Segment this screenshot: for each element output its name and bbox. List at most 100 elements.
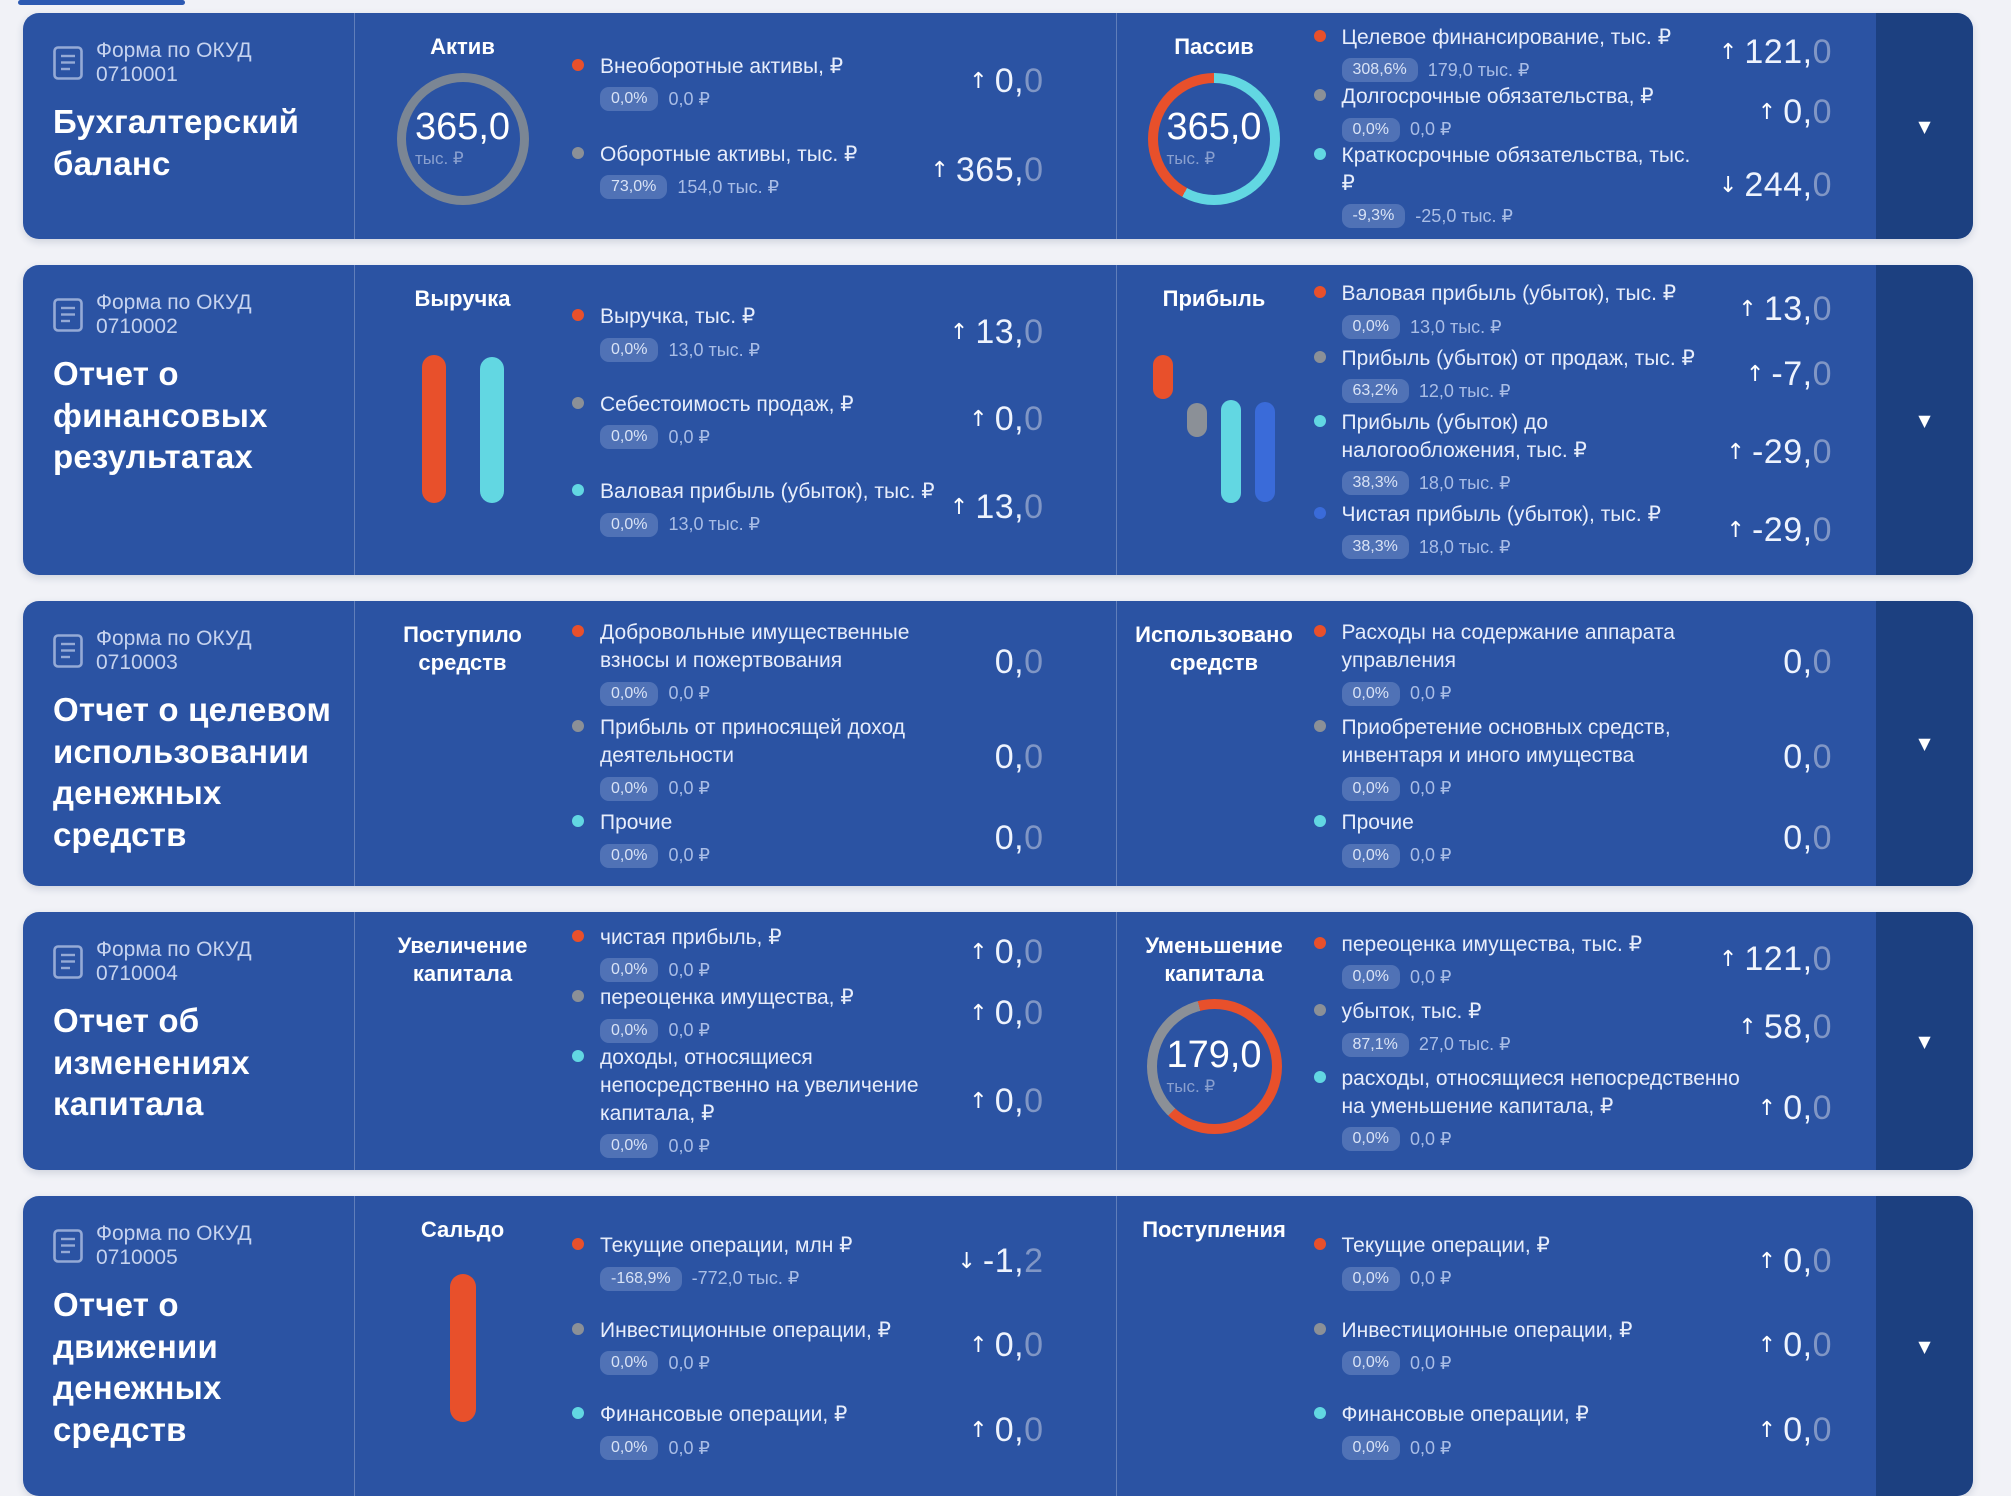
card-section-right: Прибыль Валовая прибыль (убыток), тыс. ₽… [1115, 265, 1877, 575]
legend-dot-icon [572, 146, 584, 159]
metric-value: ↑ 0, 0 [955, 62, 1043, 101]
metric-subrow: 0,0% 13,0 тыс. ₽ [1341, 315, 1677, 340]
value-fraction: 0 [1812, 1007, 1832, 1046]
metric-amount: 0,0 ₽ [668, 778, 710, 799]
document-icon [53, 945, 83, 979]
trend-arrow-icon: ↑ [969, 1333, 988, 1359]
value-main: 13, [975, 313, 1025, 352]
expand-card-button[interactable]: ▼ [1876, 601, 1973, 886]
metric-value: ↑ 0, 0 [955, 1411, 1043, 1450]
metric-item: Долгосрочные обязательства, ₽ 0,0% 0,0 ₽… [1312, 83, 1833, 142]
percent-badge: 0,0% [1341, 776, 1400, 801]
section-label: Поступило средств [403, 622, 522, 675]
legend-dot-icon [1313, 1003, 1326, 1016]
value-fraction: 0 [1812, 737, 1832, 776]
metric-item: убыток, тыс. ₽ 87,1% 27,0 тыс. ₽ ↑ 58, 0 [1312, 998, 1833, 1057]
legend-dot-icon [572, 396, 584, 409]
value-fraction: 0 [1024, 993, 1044, 1032]
metric-subrow: 0,0% 0,0 ₽ [600, 1134, 955, 1159]
chevron-down-icon[interactable]: ▼ [1918, 410, 1931, 430]
metric-amount: 0,0 ₽ [668, 1135, 710, 1156]
trend-arrow-icon: ↑ [1726, 439, 1745, 465]
expand-card-button[interactable]: ▼ [1876, 912, 1973, 1170]
percent-badge: 0,0% [600, 776, 659, 801]
metric-lead: Краткосрочные обязательства, тыс. ₽ -9,3… [1312, 142, 1705, 229]
card-section-mid: Сальдо Текущие операции, млн ₽ -168,9% -… [355, 1196, 1116, 1496]
value-main: 13, [1763, 290, 1813, 329]
metric-amount: 0,0 ₽ [1409, 1268, 1452, 1289]
value-fraction: 0 [1024, 1081, 1044, 1120]
metric-item: Прибыль (убыток) до налогообложения, тыс… [1312, 409, 1833, 496]
chevron-down-icon[interactable]: ▼ [1918, 734, 1931, 753]
metric-lead: убыток, тыс. ₽ 87,1% 27,0 тыс. ₽ [1312, 998, 1725, 1057]
legend-dot-icon [572, 1322, 584, 1335]
metric-amount: 0,0 ₽ [668, 1437, 710, 1458]
mini-bar-chart [421, 354, 504, 507]
metric-value: ↑ 58, 0 [1724, 1008, 1832, 1047]
donut-hole: 365,0 тыс. ₽ [1158, 82, 1270, 195]
document-icon [53, 46, 83, 80]
legend-dot-icon [1313, 1071, 1326, 1084]
percent-badge: 0,0% [1341, 965, 1400, 990]
metric-lead: Себестоимость продаж, ₽ 0,0% 0,0 ₽ [570, 391, 955, 450]
metric-item: Прочие 0,0% 0,0 ₽ 0, 0 [570, 809, 1044, 868]
percent-badge: 0,0% [1341, 1266, 1400, 1291]
metric-value: ↑ 0, 0 [955, 933, 1043, 972]
trend-arrow-icon: ↑ [1757, 1333, 1777, 1359]
metric-name: Текущие операции, ₽ [1341, 1233, 1550, 1257]
metric-name: Валовая прибыль (убыток), тыс. ₽ [1341, 282, 1677, 306]
metric-name: Целевое финансирование, тыс. ₽ [1341, 25, 1672, 49]
section-chart-area: Уменьшение капитала 179,0 тыс. ₽ [1117, 912, 1312, 1170]
percent-badge: -168,9% [600, 1266, 682, 1291]
section-chart-area: Поступило средств [355, 601, 570, 886]
metric-value: 0, 0 [981, 643, 1044, 682]
metric-name: Финансовые операции, ₽ [600, 1403, 848, 1427]
bar [449, 1273, 476, 1422]
report-card: Форма по ОКУД 0710005 Отчет о движении д… [23, 1196, 1973, 1496]
value-main: 0, [994, 737, 1025, 776]
value-fraction: 2 [1024, 1241, 1044, 1280]
trend-arrow-icon: ↑ [1718, 947, 1738, 973]
value-main: 58, [1763, 1007, 1813, 1046]
legend-dot-icon [1313, 1407, 1326, 1420]
card-section-mid: Выручка Выручка, тыс. ₽ 0,0% 13,0 тыс. ₽… [355, 265, 1116, 575]
trend-arrow-icon: ↑ [1738, 297, 1757, 323]
value-fraction: 0 [1812, 818, 1832, 857]
section-label: Сальдо [420, 1217, 505, 1242]
trend-arrow-icon: ↑ [949, 320, 969, 346]
legend-dot-icon [572, 989, 584, 1002]
value-main: 0, [1783, 92, 1813, 131]
metric-name: Прочие [600, 810, 673, 834]
value-fraction: 0 [1812, 92, 1832, 131]
expand-card-button[interactable]: ▼ [1876, 13, 1973, 239]
section-label: Уменьшение капитала [1145, 933, 1283, 986]
card-header: Форма по ОКУД 0710001 Бухгалтерский бала… [23, 13, 355, 239]
percent-badge: 0,0% [600, 425, 659, 450]
metric-amount: 18,0 тыс. ₽ [1418, 536, 1511, 557]
trend-arrow-icon: ↑ [1757, 1248, 1777, 1274]
value-main: 13, [975, 487, 1025, 526]
chevron-down-icon[interactable]: ▼ [1918, 116, 1931, 136]
value-main: 0, [1783, 1088, 1813, 1127]
chevron-down-icon[interactable]: ▼ [1918, 1031, 1931, 1051]
metric-lead: Добровольные имущественные взносы и поже… [570, 619, 981, 706]
metric-amount: 0,0 ₽ [1409, 1437, 1452, 1458]
metric-lead: Инвестиционные операции, ₽ 0,0% 0,0 ₽ [1312, 1317, 1744, 1376]
expand-card-button[interactable]: ▼ [1876, 1196, 1973, 1496]
metric-amount: 0,0 ₽ [1409, 966, 1452, 987]
metric-name: Инвестиционные операции, ₽ [1341, 1318, 1633, 1342]
metric-name: Прибыль от приносящей доход деятельности [600, 716, 905, 767]
legend-dot-icon [572, 625, 584, 638]
value-fraction: 0 [1024, 643, 1044, 682]
legend-dot-icon [572, 1237, 584, 1250]
expand-card-button[interactable]: ▼ [1876, 265, 1973, 575]
value-fraction: 0 [1024, 737, 1044, 776]
metric-amount: 27,0 тыс. ₽ [1418, 1034, 1511, 1054]
metric-subrow: 0,0% 0,0 ₽ [1341, 776, 1770, 801]
chevron-down-icon[interactable]: ▼ [1918, 1336, 1931, 1356]
card-section-right: Использовано средств Расходы на содержан… [1115, 601, 1877, 886]
metric-lead: Прочие 0,0% 0,0 ₽ [1312, 809, 1770, 868]
metric-name: Прибыль (убыток) от продаж, тыс. ₽ [1341, 346, 1695, 370]
metric-item: переоценка имущества, ₽ 0,0% 0,0 ₽ ↑ 0, 0 [570, 984, 1044, 1043]
metric-value: ↓ 244, 0 [1705, 166, 1832, 205]
